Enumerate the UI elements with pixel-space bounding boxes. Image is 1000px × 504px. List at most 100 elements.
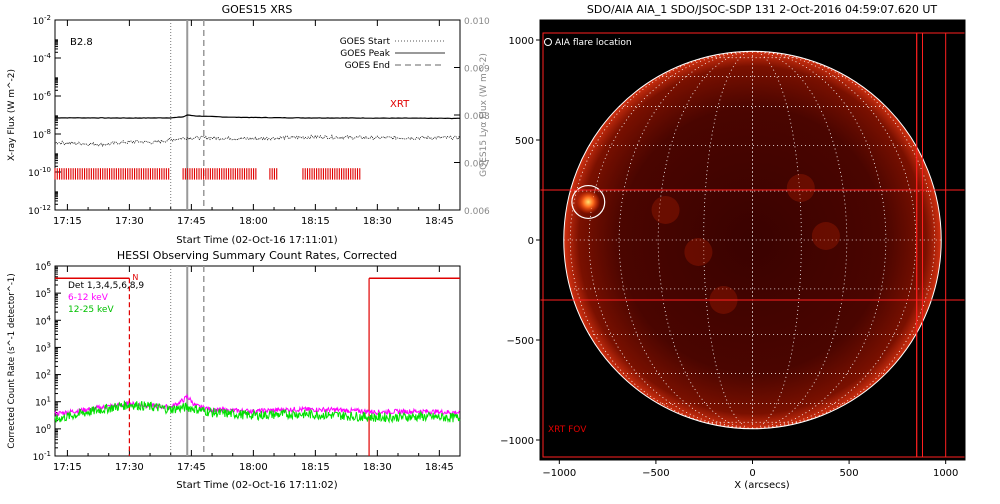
y-tick-label: 10-8 bbox=[33, 128, 51, 141]
sun-limb bbox=[563, 50, 942, 430]
goes-x-axis: 17:15 17:30 17:45 18:00 18:15 18:30 18:45 bbox=[53, 20, 454, 227]
hessi-series bbox=[54, 393, 461, 424]
x-tick-label: 18:30 bbox=[363, 216, 392, 227]
hessi-series-12-25 bbox=[54, 400, 461, 424]
longitude-line bbox=[657, 51, 753, 429]
y-tick-label: 106 bbox=[35, 260, 51, 273]
aia-x-label: X (arcsecs) bbox=[734, 480, 790, 491]
hessi-title: HESSI Observing Summary Count Rates, Cor… bbox=[117, 249, 397, 262]
hessi-legend-6-12: 6-12 keV bbox=[68, 293, 109, 303]
x-tick-label: 17:15 bbox=[53, 462, 82, 473]
hessi-x-label: Start Time (02-Oct-16 17:11:02) bbox=[176, 480, 337, 491]
y2-tick-label: 0.007 bbox=[464, 160, 490, 170]
hessi-legend-12-25: 12-25 keV bbox=[68, 305, 114, 315]
y2-tick-label: 0.010 bbox=[464, 17, 490, 27]
y-tick-label: 100 bbox=[35, 423, 51, 436]
legend-goes-end: GOES End bbox=[345, 61, 390, 71]
goes-y-label: X-ray Flux (W m^-2) bbox=[7, 69, 17, 161]
longitude-line bbox=[752, 51, 802, 429]
aia-panel: SDO/AIA AIA_1 SDO/JSOC-SDP 131 2-Oct-201… bbox=[500, 3, 966, 491]
goes-y-axis: 10-12 10-10 10-8 10-6 10-4 10-2 bbox=[28, 14, 61, 217]
x-tick-label: 18:45 bbox=[425, 216, 454, 227]
hessi-event-lines bbox=[55, 266, 460, 456]
active-region bbox=[811, 222, 840, 250]
y2-tick-label: 0.009 bbox=[464, 65, 490, 75]
hessi-det-label: Det 1,3,4,5,6,8,9 bbox=[68, 281, 144, 291]
y-tick-label: 10-4 bbox=[33, 52, 52, 65]
goes-short-series bbox=[54, 134, 461, 147]
y-tick-label: 500 bbox=[515, 136, 534, 147]
goes-x-label: Start Time (02-Oct-16 17:11:01) bbox=[176, 235, 337, 246]
y-tick-label: 1000 bbox=[509, 36, 534, 47]
longitude-line bbox=[588, 51, 753, 429]
goes-panel: GOES15 XRS 17:15 17:30 17:45 18:00 18:15 18:3… bbox=[7, 3, 490, 246]
x-tick-label: −1000 bbox=[542, 468, 576, 479]
flare-glow bbox=[576, 190, 601, 214]
legend-goes-peak: GOES Peak bbox=[340, 49, 390, 59]
goes-title: GOES15 XRS bbox=[222, 3, 293, 16]
x-tick-label: 1000 bbox=[933, 468, 958, 479]
y2-tick-label: 0.006 bbox=[464, 207, 490, 217]
x-tick-label: 500 bbox=[840, 468, 859, 479]
longitude-line bbox=[618, 51, 753, 429]
flare-location-circle bbox=[571, 184, 606, 220]
x-tick-label: 18:15 bbox=[301, 216, 330, 227]
x-tick-label: 17:45 bbox=[177, 462, 206, 473]
xrt-fov bbox=[540, 32, 965, 458]
hessi-panel: HESSI Observing Summary Count Rates, Cor… bbox=[7, 249, 461, 491]
x-tick-label: 18:45 bbox=[425, 462, 454, 473]
y-tick-label: −500 bbox=[507, 336, 534, 347]
y2-tick-label: 0.008 bbox=[464, 112, 490, 122]
x-tick-label: 17:45 bbox=[177, 216, 206, 227]
y-tick-label: −1000 bbox=[500, 436, 534, 447]
goes-y2-label: GOES15 Lyα Flux (W m^-2) bbox=[479, 53, 489, 177]
goes-long-series bbox=[54, 114, 461, 120]
longitude-line bbox=[752, 51, 887, 429]
x-tick-label: 0 bbox=[749, 468, 755, 479]
y-tick-label: 10-2 bbox=[33, 14, 51, 27]
y-tick-label: 102 bbox=[35, 369, 51, 382]
y-tick-label: 103 bbox=[35, 341, 51, 354]
y-tick-label: 104 bbox=[35, 314, 51, 327]
y-tick-label: 101 bbox=[35, 396, 51, 409]
aia-y-axis: −1000 −500 0 500 1000 bbox=[500, 36, 540, 447]
y-tick-label: 10-12 bbox=[28, 204, 51, 217]
y-tick-label: 10-6 bbox=[33, 90, 52, 103]
goes-y2-axis: 0.006 0.007 0.008 0.009 0.010 bbox=[454, 17, 490, 217]
hessi-y-axis: 10-1 100 101 102 103 104 105 106 bbox=[33, 260, 61, 463]
x-tick-label: 18:00 bbox=[239, 462, 268, 473]
y-tick-label: 10-10 bbox=[28, 166, 51, 179]
goes-xrt-label: XRT bbox=[390, 99, 410, 110]
y-tick-label: 0 bbox=[528, 236, 534, 247]
goes-plot-frame bbox=[54, 19, 461, 211]
goes-class-label: B2.8 bbox=[70, 37, 93, 48]
aia-x-axis: −1000 −500 0 500 1000 bbox=[542, 460, 958, 479]
goes-series bbox=[54, 114, 461, 147]
aia-image bbox=[540, 32, 965, 458]
x-tick-label: 17:15 bbox=[53, 216, 82, 227]
hessi-x-axis: 17:15 17:30 17:45 18:00 18:15 18:30 18:45 bbox=[53, 266, 454, 473]
x-tick-label: 18:15 bbox=[301, 462, 330, 473]
aia-legend-symbol bbox=[544, 38, 552, 46]
xrt-fov-label: XRT FOV bbox=[548, 425, 587, 435]
goes-legend: GOES Start GOES Peak GOES End bbox=[340, 37, 445, 71]
x-tick-label: 17:30 bbox=[115, 462, 144, 473]
hessi-night-marker: N bbox=[132, 273, 138, 282]
active-region bbox=[651, 196, 680, 224]
aia-legend-label: AIA flare location bbox=[555, 38, 632, 48]
aia-title: SDO/AIA AIA_1 SDO/JSOC-SDP 131 2-Oct-201… bbox=[587, 3, 938, 16]
active-region bbox=[786, 174, 815, 202]
longitude-line bbox=[752, 51, 848, 429]
goes-xrt-bars bbox=[54, 168, 361, 180]
x-tick-label: −500 bbox=[642, 468, 669, 479]
x-tick-label: 18:30 bbox=[363, 462, 392, 473]
x-tick-label: 17:30 bbox=[115, 216, 144, 227]
active-region bbox=[684, 238, 713, 266]
hessi-plot-frame bbox=[54, 265, 461, 457]
legend-goes-start: GOES Start bbox=[340, 37, 391, 47]
hessi-y-label: Corrected Count Rate (s^-1 detector^-1) bbox=[7, 273, 17, 448]
y-tick-label: 10-1 bbox=[33, 450, 51, 463]
y-tick-label: 105 bbox=[35, 287, 51, 300]
longitude-line bbox=[752, 51, 917, 429]
